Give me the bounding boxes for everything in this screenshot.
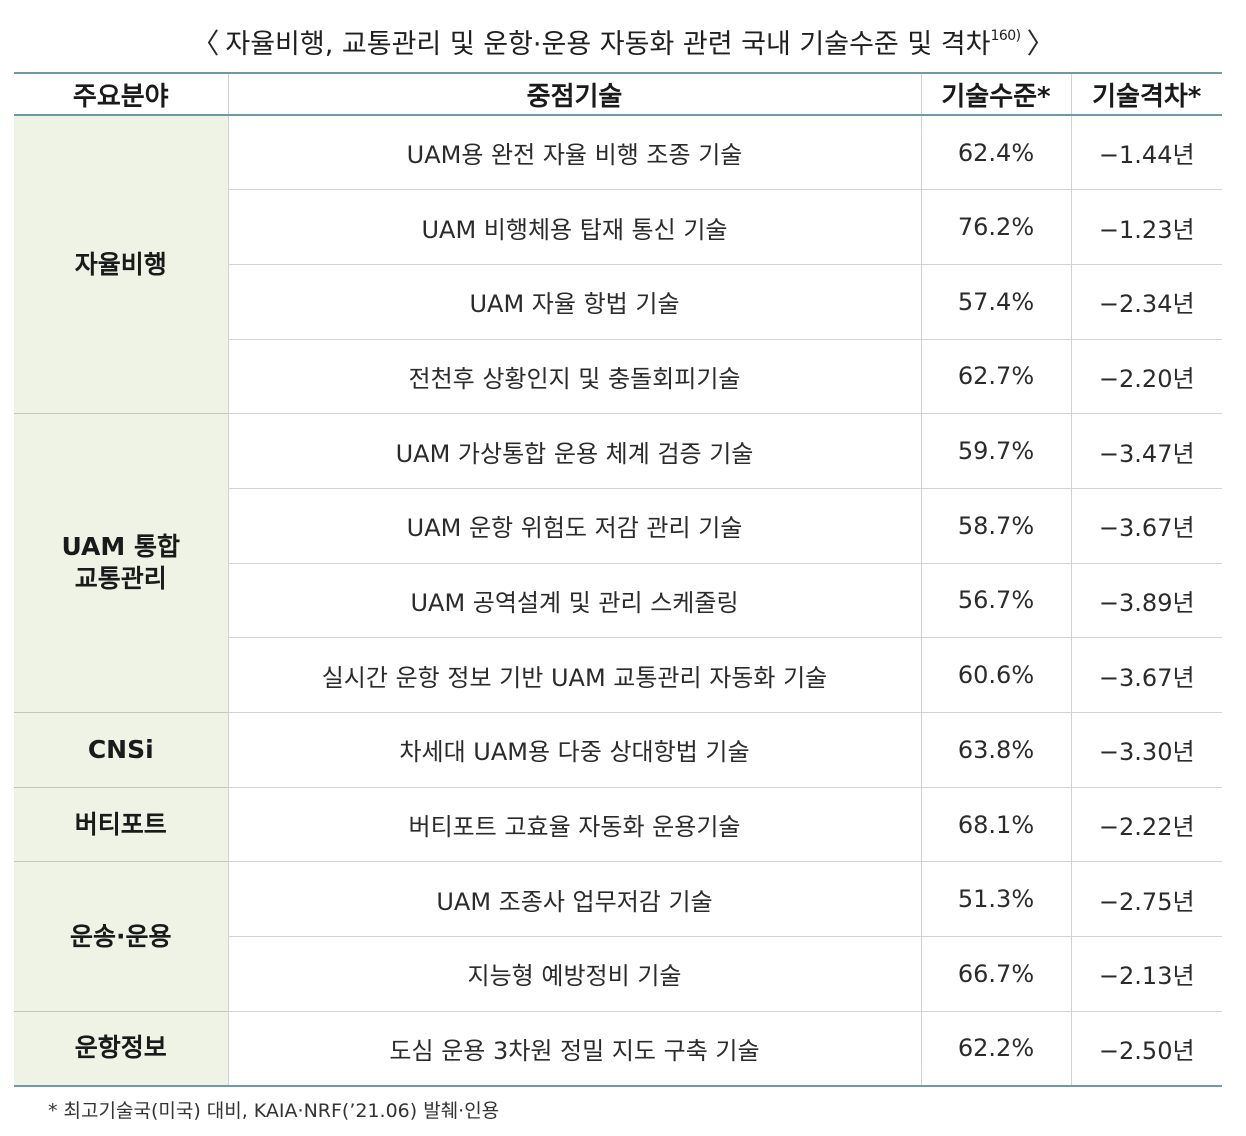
area-cell: 운항정보 (14, 1010, 228, 1087)
table-row: 자율비행 UAM용 완전 자율 비행 조종 기술 62.4% −1.44년 (14, 115, 1222, 414)
table-row: 지능형 예방정비 기술 66.7% −2.13년 (14, 936, 1222, 1012)
tech-cell: 지능형 예방정비 기술 (227, 936, 921, 1012)
level-cell: 56.7% (920, 562, 1071, 638)
table-row: CNSi 차세대 UAM용 다중 상대항법 기술 63.8% −3.30년 (14, 712, 1222, 788)
tech-cell: 실시간 운항 정보 기반 UAM 교통관리 자동화 기술 (227, 637, 921, 713)
area-cell: 자율비행 (14, 115, 228, 414)
gap-cell: −3.30년 (1070, 712, 1222, 788)
level-cell: 51.3% (920, 861, 1071, 937)
level-cell: 62.4% (920, 115, 1071, 190)
gap-cell: −3.47년 (1070, 413, 1222, 489)
area-label: 운항정보 (74, 1033, 167, 1063)
header-level: 기술수준* (920, 72, 1071, 116)
area-cell: UAM 통합 교통관리 (14, 413, 228, 713)
tech-cell: UAM 비행체용 탑재 통신 기술 (227, 189, 921, 265)
area-label: 교통관리 (74, 564, 167, 594)
tech-cell: 도심 운용 3차원 정밀 지도 구축 기술 (227, 1010, 921, 1087)
area-cell: 버티포트 (14, 786, 228, 862)
gap-cell: −3.89년 (1070, 562, 1222, 638)
gap-cell: −2.13년 (1070, 936, 1222, 1012)
table-row: 운항정보 도심 운용 3차원 정밀 지도 구축 기술 62.2% −2.50년 (14, 1010, 1222, 1087)
tech-cell: UAM 공역설계 및 관리 스케줄링 (227, 562, 921, 638)
area-cell: 운송·운용 (14, 861, 228, 1012)
table-row: UAM 통합 교통관리 UAM 가상통합 운용 체계 검증 기술 59.7% −… (14, 413, 1222, 713)
header-area: 주요분야 (14, 72, 228, 116)
level-cell: 76.2% (920, 189, 1071, 265)
gap-cell: −1.44년 (1070, 115, 1222, 190)
area-cell: CNSi (14, 712, 228, 788)
table-row: 버티포트 버티포트 고효율 자동화 운용기술 68.1% −2.22년 (14, 786, 1222, 862)
table-row: UAM 공역설계 및 관리 스케줄링 56.7% −3.89년 (14, 562, 1222, 638)
area-label: 운송·운용 (70, 921, 172, 951)
area-label: 자율비행 (74, 249, 167, 279)
table-row: 전천후 상황인지 및 충돌회피기술 62.7% −2.20년 (14, 338, 1222, 414)
tech-level-table: 주요분야 중점기술 기술수준* 기술격차* 자율비행 UAM용 완전 자율 비행… (14, 72, 1222, 1087)
table-row: 실시간 운항 정보 기반 UAM 교통관리 자동화 기술 60.6% −3.67… (14, 637, 1222, 713)
gap-cell: −2.50년 (1070, 1010, 1222, 1087)
tech-cell: 버티포트 고효율 자동화 운용기술 (227, 786, 921, 862)
title-text: 자율비행, 교통관리 및 운항·운용 자동화 관련 국내 기술수준 및 격차 (225, 29, 991, 60)
header-tech: 중점기술 (227, 72, 921, 116)
gap-cell: −2.34년 (1070, 263, 1222, 340)
level-cell: 57.4% (920, 263, 1071, 340)
title-open-bracket: 〈 (191, 27, 220, 60)
level-cell: 59.7% (920, 413, 1071, 489)
gap-cell: −3.67년 (1070, 487, 1222, 564)
table-body: 자율비행 UAM용 완전 자율 비행 조종 기술 62.4% −1.44년 UA… (14, 115, 1222, 1087)
tech-cell: 전천후 상황인지 및 충돌회피기술 (227, 338, 921, 414)
area-label: CNSi (87, 734, 154, 764)
table-row: UAM 운항 위험도 저감 관리 기술 58.7% −3.67년 (14, 487, 1222, 564)
level-cell: 62.2% (920, 1010, 1071, 1087)
header-row: 주요분야 중점기술 기술수준* 기술격차* (14, 72, 1222, 116)
level-cell: 60.6% (920, 637, 1071, 713)
tech-cell: UAM 가상통합 운용 체계 검증 기술 (227, 413, 921, 489)
tech-cell: 차세대 UAM용 다중 상대항법 기술 (227, 712, 921, 788)
gap-cell: −3.67년 (1070, 637, 1222, 713)
gap-cell: −1.23년 (1070, 189, 1222, 265)
table-row: UAM 자율 항법 기술 57.4% −2.34년 (14, 263, 1222, 340)
gap-cell: −2.22년 (1070, 786, 1222, 862)
table-row: UAM 비행체용 탑재 통신 기술 76.2% −1.23년 (14, 189, 1222, 265)
tech-cell: UAM 조종사 업무저감 기술 (227, 861, 921, 937)
level-cell: 62.7% (920, 338, 1071, 414)
header-gap: 기술격차* (1070, 72, 1222, 116)
tech-cell: UAM용 완전 자율 비행 조종 기술 (227, 115, 921, 190)
gap-cell: −2.20년 (1070, 338, 1222, 414)
level-cell: 66.7% (920, 936, 1071, 1012)
tech-cell: UAM 운항 위험도 저감 관리 기술 (227, 487, 921, 564)
footnote: * 최고기술국(미국) 대비, KAIA·NRF(’21.06) 발췌·인용 (48, 1100, 500, 1122)
tech-cell: UAM 자율 항법 기술 (227, 263, 921, 340)
level-cell: 63.8% (920, 712, 1071, 788)
title-footnote-ref: 160) (990, 28, 1021, 44)
table-title: 〈 자율비행, 교통관리 및 운항·운용 자동화 관련 국내 기술수준 및 격차1… (0, 14, 1246, 60)
level-cell: 68.1% (920, 786, 1071, 862)
title-close-bracket: 〉 (1026, 27, 1055, 60)
area-label: 버티포트 (74, 809, 167, 839)
gap-cell: −2.75년 (1070, 861, 1222, 937)
area-label: UAM 통합 (61, 532, 180, 562)
level-cell: 58.7% (920, 487, 1071, 564)
table-row: 운송·운용 UAM 조종사 업무저감 기술 51.3% −2.75년 (14, 861, 1222, 1012)
